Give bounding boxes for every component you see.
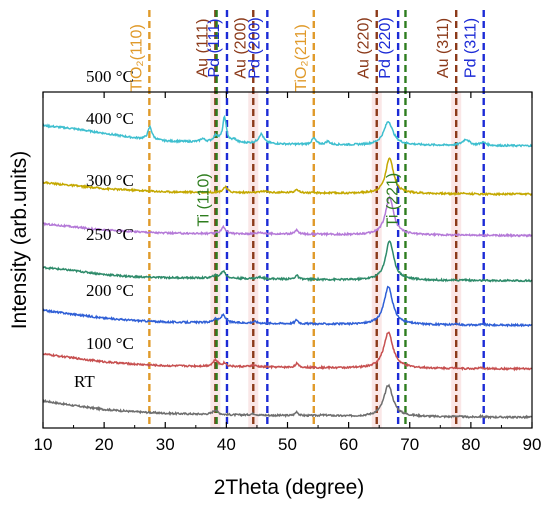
- series-labels: RT 100 °C 200 °C 250 °C 300 °C 400 °C 500 °C: [74, 67, 134, 391]
- x-axis: 10 20 30 40 50 60 70 80 90: [34, 92, 542, 454]
- series-label-5: 400 °C: [86, 109, 134, 128]
- shaded-band-2: [371, 92, 382, 428]
- x-tick-label-0: 10: [34, 435, 53, 454]
- series-label-3: 250 °C: [86, 225, 134, 244]
- x-tick-label-7: 80: [461, 435, 480, 454]
- series-line-4: [42, 195, 533, 239]
- x-tick-label-4: 50: [278, 435, 297, 454]
- reference-line-label-7: Au (220): [356, 17, 373, 78]
- series-label-4: 300 °C: [86, 171, 134, 190]
- x-tick-label-2: 30: [156, 435, 175, 454]
- reference-line-label-0: TiO₂(110): [128, 24, 145, 92]
- reference-line-labels: TiO₂(110) Au (111) Ti (110) Pd (111) Au (200…: [128, 17, 479, 227]
- series-label-6: 500 °C: [86, 67, 134, 86]
- series-line-0: [42, 383, 533, 420]
- reference-line-label-9: Ti (221): [385, 173, 402, 228]
- reference-lines: [148, 10, 485, 428]
- shaded-band-3: [451, 92, 462, 428]
- x-tick-label-6: 70: [400, 435, 419, 454]
- reference-line-label-8: Pd (220): [377, 17, 394, 78]
- shaded-bands: [210, 92, 462, 428]
- x-tick-label-1: 20: [95, 435, 114, 454]
- series-label-1: 100 °C: [86, 334, 134, 353]
- reference-line-label-10: Au (311): [435, 18, 452, 78]
- y-axis-label: Intensity (arb.units): [8, 151, 31, 330]
- series-line-5: [42, 157, 533, 197]
- reference-line-label-1: Au (111): [194, 19, 211, 78]
- series-line-2: [42, 285, 533, 328]
- series-label-0: RT: [74, 372, 95, 391]
- shaded-band-0: [210, 92, 221, 428]
- x-axis-label: 2Theta (degree): [214, 476, 365, 499]
- series-line-3: [42, 240, 533, 283]
- series-line-1: [42, 331, 533, 372]
- reference-line-label-11: Pd (311): [463, 18, 480, 78]
- x-tick-label-3: 40: [217, 435, 236, 454]
- reference-line-label-3: Pd (111): [206, 19, 223, 78]
- xrd-series: [42, 114, 533, 420]
- reference-line-label-5: Pd (200): [246, 17, 263, 78]
- series-label-2: 200 °C: [86, 281, 134, 300]
- reference-line-label-2: Ti (110): [196, 173, 213, 226]
- x-tick-label-5: 60: [339, 435, 358, 454]
- series-line-6: [42, 114, 533, 148]
- reference-line-label-6: TiO₂(211): [293, 24, 310, 92]
- reference-line-label-4: Au (200): [232, 17, 249, 78]
- x-tick-label-8: 90: [523, 435, 542, 454]
- shaded-band-1: [248, 92, 259, 428]
